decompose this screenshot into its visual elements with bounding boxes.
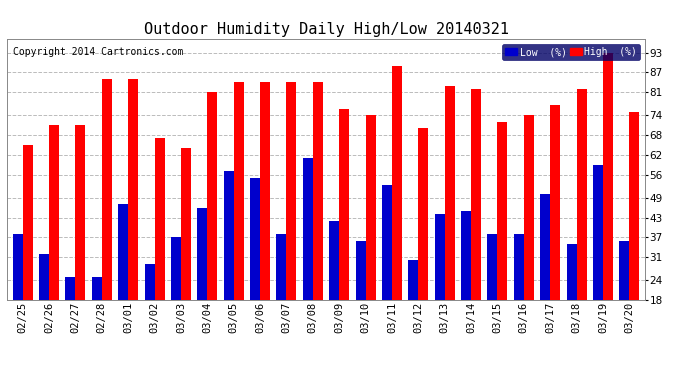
Bar: [566, 244, 577, 300]
Bar: [366, 115, 375, 300]
Bar: [593, 165, 603, 300]
Bar: [155, 138, 165, 300]
Bar: [128, 79, 138, 300]
Bar: [303, 158, 313, 300]
Bar: [118, 204, 128, 300]
Bar: [171, 237, 181, 300]
Bar: [577, 89, 586, 300]
Bar: [540, 194, 550, 300]
Bar: [471, 89, 481, 300]
Bar: [23, 145, 32, 300]
Bar: [497, 122, 507, 300]
Bar: [92, 277, 102, 300]
Bar: [286, 82, 297, 300]
Bar: [629, 112, 640, 300]
Bar: [260, 82, 270, 300]
Bar: [181, 148, 191, 300]
Bar: [445, 86, 455, 300]
Bar: [487, 234, 497, 300]
Bar: [461, 211, 471, 300]
Bar: [329, 221, 339, 300]
Title: Outdoor Humidity Daily High/Low 20140321: Outdoor Humidity Daily High/Low 20140321: [144, 22, 509, 37]
Bar: [392, 66, 402, 300]
Bar: [435, 214, 445, 300]
Bar: [224, 171, 234, 300]
Bar: [514, 234, 524, 300]
Bar: [313, 82, 323, 300]
Bar: [207, 92, 217, 300]
Bar: [418, 129, 428, 300]
Bar: [382, 184, 392, 300]
Bar: [603, 53, 613, 300]
Text: Copyright 2014 Cartronics.com: Copyright 2014 Cartronics.com: [13, 47, 184, 57]
Bar: [550, 105, 560, 300]
Bar: [408, 260, 418, 300]
Bar: [339, 109, 349, 300]
Bar: [277, 234, 286, 300]
Bar: [145, 264, 155, 300]
Bar: [234, 82, 244, 300]
Bar: [75, 125, 86, 300]
Bar: [12, 234, 23, 300]
Bar: [66, 277, 75, 300]
Legend: Low  (%), High  (%): Low (%), High (%): [502, 44, 640, 60]
Bar: [524, 115, 534, 300]
Bar: [102, 79, 112, 300]
Bar: [39, 254, 49, 300]
Bar: [620, 241, 629, 300]
Bar: [355, 241, 366, 300]
Bar: [49, 125, 59, 300]
Bar: [250, 178, 260, 300]
Bar: [197, 208, 207, 300]
